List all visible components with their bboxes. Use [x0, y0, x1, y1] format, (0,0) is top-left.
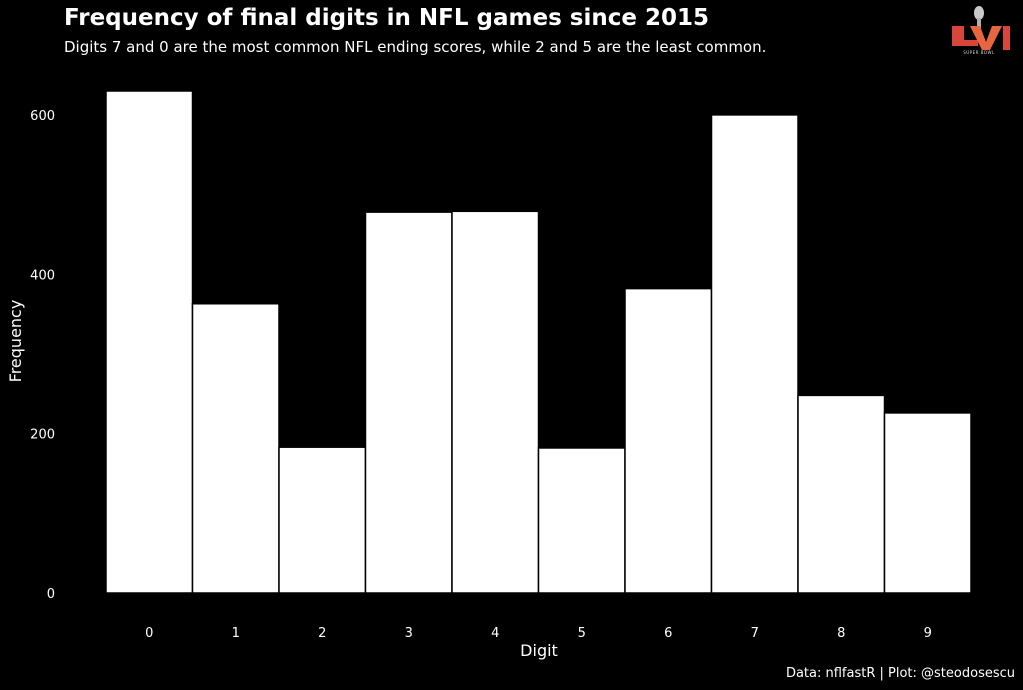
bar-digit-3	[364, 211, 453, 594]
y-tick-label: 400	[30, 268, 55, 283]
bars	[105, 90, 972, 594]
x-tick-label: 0	[145, 626, 153, 641]
x-tick-label: 6	[664, 626, 672, 641]
bar-digit-9	[883, 412, 972, 594]
x-tick-label: 7	[751, 626, 759, 641]
x-tick-label: 9	[924, 626, 932, 641]
x-tick-label: 2	[318, 626, 326, 641]
logo-text: SUPER BOWL	[963, 50, 995, 55]
x-axis-ticks: 0 1 2 3 4 5 6 7 8 9	[145, 626, 932, 641]
chart-title: Frequency of final digits in NFL games s…	[64, 5, 709, 31]
y-tick-label: 600	[30, 109, 55, 124]
bar-digit-0	[105, 90, 194, 594]
x-tick-label: 5	[578, 626, 586, 641]
y-axis-title: Frequency	[6, 300, 25, 383]
x-axis-title: Digit	[520, 641, 558, 660]
bar-digit-7	[710, 114, 799, 594]
bar-digit-1	[191, 303, 280, 594]
y-axis-ticks: 0 200 400 600	[30, 109, 55, 602]
bar-digit-2	[278, 446, 367, 594]
bar-digit-6	[624, 287, 713, 594]
bar-digit-8	[797, 394, 886, 594]
chart-subtitle: Digits 7 and 0 are the most common NFL e…	[64, 38, 767, 56]
y-tick-label: 0	[47, 587, 55, 602]
x-tick-label: 8	[837, 626, 845, 641]
super-bowl-logo: SUPER BOWL	[946, 4, 1012, 58]
super-bowl-lvi-icon	[952, 6, 1010, 50]
x-tick-label: 4	[491, 626, 499, 641]
y-tick-label: 200	[30, 428, 55, 443]
x-tick-label: 1	[232, 626, 240, 641]
bar-digit-4	[451, 210, 540, 594]
bar-digit-5	[537, 447, 626, 594]
x-tick-label: 3	[405, 626, 413, 641]
data-source-caption: Data: nflfastR | Plot: @steodosescu	[785, 666, 1015, 681]
